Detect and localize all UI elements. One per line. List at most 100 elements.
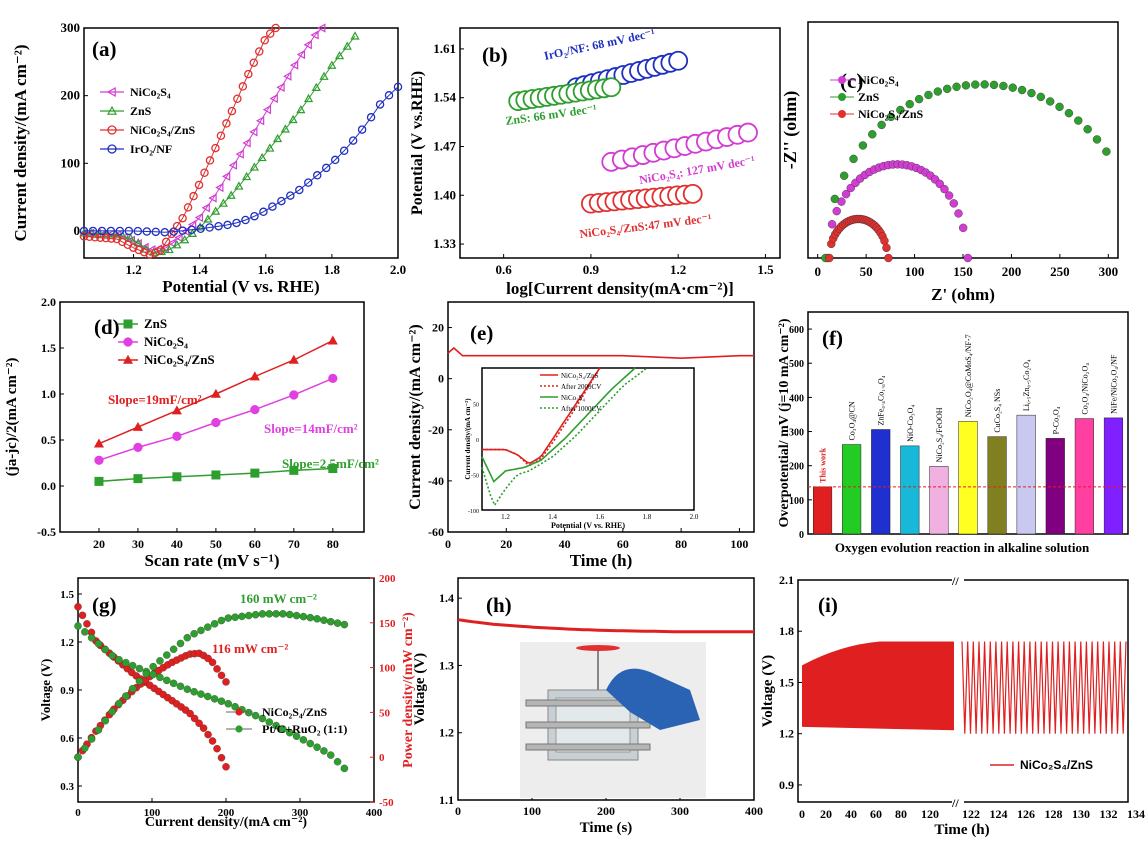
x-tick-label: 0 <box>455 804 461 818</box>
legend-label: NiCo₂S₄ <box>144 334 188 349</box>
data-point <box>942 84 952 94</box>
y-tick-label: 300 <box>789 428 804 439</box>
data-point <box>133 442 143 453</box>
data-point <box>183 685 192 694</box>
data-point <box>366 113 376 122</box>
y-tick-label: 0 <box>476 438 479 444</box>
data-point <box>313 615 321 623</box>
data-point <box>299 612 308 621</box>
data-point <box>87 735 96 743</box>
panel-label: (i) <box>818 593 838 617</box>
data-point <box>217 753 226 762</box>
x-tick-label: 1.2 <box>501 513 510 521</box>
y-tick-label: 1.2 <box>779 727 794 741</box>
data-point <box>310 30 319 40</box>
data-point <box>199 724 208 732</box>
data-point <box>217 616 226 625</box>
data-point <box>87 634 96 642</box>
x-tick-label: 300 <box>292 807 309 819</box>
data-point <box>905 99 914 109</box>
data-point <box>249 127 258 137</box>
y-tick-label: -40 <box>428 474 444 488</box>
data-point <box>205 223 214 232</box>
device-photo <box>520 642 706 798</box>
data-point <box>190 688 198 696</box>
panel-b-frame <box>459 27 781 259</box>
data-point <box>319 71 329 80</box>
data-point <box>944 191 954 200</box>
data-point <box>195 222 205 231</box>
data-point <box>334 50 345 60</box>
x-tick-label: 124 <box>990 807 1008 821</box>
data-point <box>149 662 157 671</box>
data-point <box>289 390 299 400</box>
x-tick-label: 1.4 <box>548 513 557 521</box>
legend-label: ZnS <box>130 104 152 118</box>
data-point <box>330 155 340 165</box>
data-point <box>825 253 834 263</box>
series-line <box>83 35 356 253</box>
data-point <box>208 737 217 745</box>
series-line <box>84 86 399 233</box>
data-point <box>205 156 215 165</box>
data-point <box>204 692 212 701</box>
x-tick-label: 122 <box>962 807 980 821</box>
data-point <box>295 185 304 195</box>
data-point <box>210 695 219 703</box>
legend-marker <box>123 319 133 329</box>
data-point <box>169 679 178 688</box>
data-point <box>108 651 116 660</box>
data-point <box>286 191 295 200</box>
data-point <box>268 202 277 211</box>
data-point <box>133 226 143 236</box>
x-tick-label: 100 <box>144 807 161 819</box>
data-point <box>231 613 239 621</box>
y-axis-label: Voltage (V) <box>760 655 776 727</box>
data-point <box>914 94 924 104</box>
legend-label: ZnS <box>144 316 167 331</box>
data-point <box>176 682 185 691</box>
data-point <box>213 665 221 673</box>
series-line <box>83 27 323 251</box>
data-point <box>194 180 204 190</box>
data-point <box>265 143 275 152</box>
data-point <box>260 36 270 45</box>
x-tick-label: 0 <box>445 537 451 551</box>
y2-tick-label: 150 <box>379 618 396 630</box>
x-tick-label: 0 <box>75 807 81 819</box>
data-point <box>340 764 349 773</box>
data-point <box>101 645 110 654</box>
data-point <box>74 753 82 761</box>
data-point <box>124 226 134 236</box>
data-point <box>896 105 905 115</box>
data-point <box>79 232 89 241</box>
data-point <box>122 658 130 667</box>
data-point <box>224 614 233 622</box>
data-point <box>227 106 237 116</box>
legend-marker <box>106 86 116 98</box>
x-tick-label: 1.4 <box>192 262 209 277</box>
data-point <box>208 658 217 667</box>
data-point <box>830 194 840 204</box>
y-tick-label: 0 <box>74 223 81 238</box>
x-tick-label: 0.9 <box>583 262 600 277</box>
data-point <box>257 152 267 162</box>
glove <box>606 668 700 730</box>
data-point <box>340 620 349 629</box>
y-axis-label: Voltage (V) <box>412 653 428 725</box>
data-point <box>245 708 253 717</box>
data-point <box>272 721 280 730</box>
data-point <box>183 203 193 212</box>
y-tick-label: 20 <box>432 321 444 335</box>
y-tick-label: 1.2 <box>439 726 454 740</box>
x-tick-label: 200 <box>218 807 235 819</box>
break-mark: // <box>951 574 959 588</box>
legend-label: After 2000CV <box>561 383 601 391</box>
panel-label: (b) <box>482 43 508 67</box>
slope-label: IrO₂/NF: 68 mV dec⁻¹ <box>543 26 657 63</box>
data-point <box>169 645 178 654</box>
x-tick-label: 1.2 <box>670 262 686 277</box>
x-tick-label: 250 <box>1050 264 1070 279</box>
data-point <box>163 651 171 659</box>
y-tick-label: -50 <box>471 474 479 480</box>
